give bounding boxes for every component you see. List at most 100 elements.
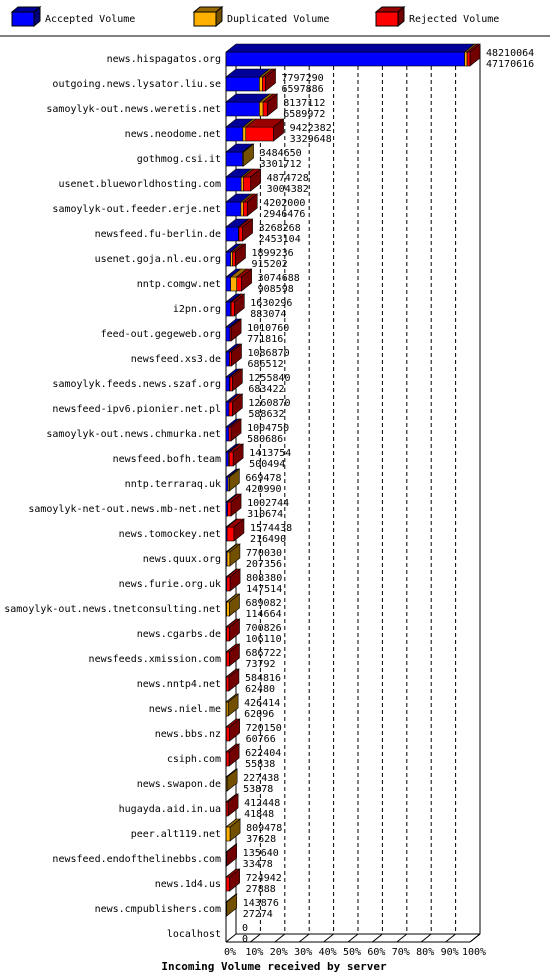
y-tick-label: samoylyk-net-out.news.mb-net.net [28, 504, 221, 515]
value-label: 771816 [247, 334, 283, 345]
bar-segment [225, 51, 465, 67]
y-tick-label: newsfeed.bofh.team [113, 454, 221, 465]
bar-segment-top [225, 43, 476, 53]
tick-mark [420, 933, 432, 943]
value-label: 700826 [246, 623, 282, 634]
value-label: 0 [242, 934, 248, 945]
bar-segment [225, 876, 230, 892]
tick-mark [396, 933, 408, 943]
legend-swatch [11, 11, 35, 27]
y-tick-label: nntp.comgw.net [137, 279, 221, 290]
bar-segment [226, 551, 231, 567]
legend-swatch [193, 11, 217, 27]
value-label: 6597886 [282, 84, 324, 95]
value-label: 37628 [246, 834, 276, 845]
bar-segment-side [227, 793, 239, 817]
value-label: 27888 [246, 884, 276, 895]
value-label: 147514 [246, 584, 282, 595]
value-label: 8137112 [283, 98, 325, 109]
value-label: 106110 [246, 634, 282, 645]
y-tick-label: samoylyk.feeds.news.szaf.org [52, 379, 221, 390]
value-label: 686512 [247, 359, 283, 370]
bar-segment-side [230, 418, 242, 442]
y-tick-label: news.cgarbs.de [137, 629, 221, 640]
value-label: 9422382 [290, 123, 332, 134]
value-label: 683422 [248, 384, 284, 395]
bar-segment [225, 126, 244, 142]
bar-segment [226, 601, 230, 617]
bar-segment [243, 176, 251, 192]
bar-segment-side [228, 743, 240, 767]
y-tick-label: news.bbs.nz [155, 729, 221, 740]
value-label: 4874728 [267, 173, 309, 184]
value-label: 1086870 [247, 348, 289, 359]
y-tick-label: i2pn.org [173, 304, 221, 315]
bar-segment-side [232, 368, 243, 392]
bar-segment [226, 576, 231, 592]
y-tick-label: usenet.goja.nl.eu.org [95, 254, 221, 265]
bar-segment [262, 101, 268, 117]
value-label: 915202 [252, 259, 288, 270]
y-tick-label: news.cmpublishers.com [95, 904, 221, 915]
value-label: 689082 [245, 598, 281, 609]
value-label: 41848 [244, 809, 274, 820]
y-tick-label: localhost [167, 929, 221, 940]
value-label: 809478 [246, 823, 282, 834]
y-tick-label: samoylyk-out.news.weretis.net [46, 104, 221, 115]
y-tick-label: newsfeed.xs3.de [131, 354, 221, 365]
bar-segment-side [243, 143, 254, 167]
bar-segment [226, 651, 230, 667]
y-tick-label: samoylyk-out.news.tnetconsulting.net [4, 604, 221, 615]
bar-segment [262, 76, 266, 92]
y-tick-label: peer.alt119.net [131, 829, 221, 840]
value-label: 114664 [245, 609, 281, 620]
bar-segment [225, 826, 231, 842]
y-tick-label: gothmog.csi.it [137, 154, 221, 165]
value-label: 420990 [245, 484, 281, 495]
y-tick-label: newsfeeds.xmission.com [89, 654, 221, 665]
value-label: 55838 [245, 759, 275, 770]
bar-segment [236, 276, 242, 292]
value-label: 1574438 [250, 523, 292, 534]
value-label: 580686 [247, 434, 283, 445]
value-label: 584816 [245, 673, 281, 684]
bar-segment [242, 126, 247, 142]
x-tick-label: 30% [294, 947, 312, 958]
tick-mark [469, 933, 481, 943]
value-label: 27274 [243, 909, 273, 920]
value-label: 883074 [250, 309, 286, 320]
value-label: 1413754 [249, 448, 291, 459]
y-tick-label: news.niel.me [149, 704, 221, 715]
x-tick-label: 40% [319, 947, 337, 958]
bar-segment-side [228, 668, 240, 692]
legend-swatch [33, 5, 41, 28]
x-tick-label: 70% [392, 947, 410, 958]
bar-segment-side [231, 343, 242, 367]
tick-mark [225, 933, 237, 943]
tick-mark [347, 933, 359, 943]
value-label: 1004750 [247, 423, 289, 434]
bar-segment [225, 276, 231, 292]
bar-segment-side [469, 43, 481, 67]
y-tick-label: nntp.terraraq.uk [125, 479, 221, 490]
bar-segment-side [250, 168, 261, 192]
value-label: 3074688 [258, 273, 300, 284]
value-label: 60766 [246, 734, 276, 745]
legend-swatch [397, 5, 405, 28]
bar-segment-side [226, 768, 238, 792]
bar-segment [225, 101, 260, 117]
bar-segment [229, 376, 233, 392]
bar-segment-side [229, 618, 240, 642]
bar-segment [230, 276, 238, 292]
bar-segment [228, 451, 234, 467]
bar-segment [228, 426, 232, 442]
value-label: 310674 [247, 509, 283, 520]
tick-mark [445, 933, 456, 943]
bar-segment [225, 226, 239, 242]
value-label: 2453104 [259, 234, 301, 245]
value-label: 3268268 [259, 223, 301, 234]
x-tick-label: 90% [441, 947, 459, 958]
bar-segment [226, 726, 230, 742]
value-label: 3301712 [260, 159, 302, 170]
